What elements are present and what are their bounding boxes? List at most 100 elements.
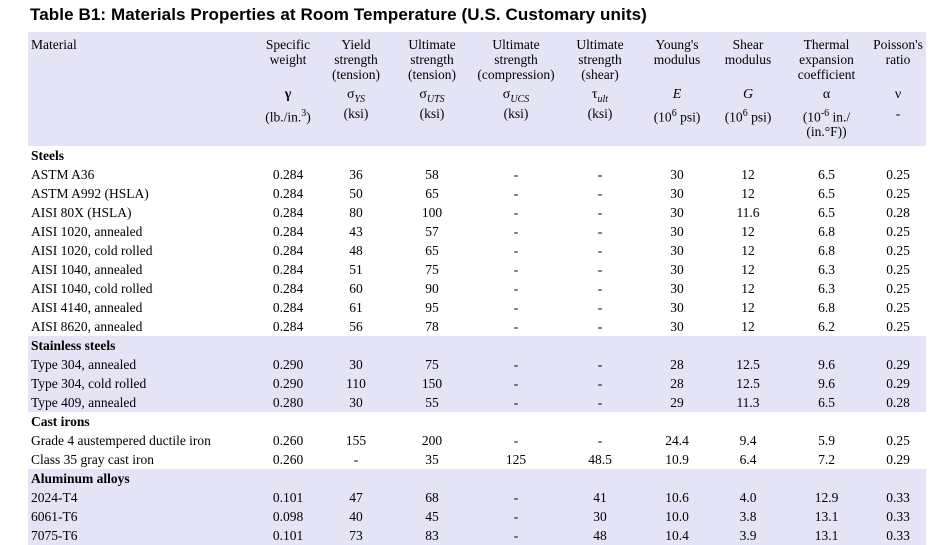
value-cell-ultimate-strength-shear: - bbox=[559, 354, 641, 374]
value-cell-ultimate-strength-tension: 100 bbox=[421, 204, 443, 220]
value-cell-ultimate-strength-compression: - bbox=[513, 166, 519, 182]
column-symbol-ultimate-strength-compression: σUCS bbox=[473, 87, 559, 107]
value-cell-poissons-ratio: 0.29 bbox=[870, 354, 926, 374]
value-cell-ultimate-strength-shear: - bbox=[597, 318, 603, 334]
material-cell: AISI 1020, cold rolled bbox=[31, 242, 153, 258]
value-cell-specific-weight: 0.284 bbox=[272, 223, 304, 239]
value-cell-specific-weight: 0.284 bbox=[272, 318, 304, 334]
column-label-yield-strength-tension: Yield strength (tension) bbox=[321, 32, 391, 87]
value-cell-specific-weight: 0.284 bbox=[272, 299, 304, 315]
value-cell-thermal-expansion-coefficient: 13.1 bbox=[783, 525, 870, 545]
column-symbol-thermal-expansion-coefficient: α bbox=[783, 87, 870, 107]
value-cell-ultimate-strength-tension: 75 bbox=[425, 261, 439, 277]
value-cell-thermal-expansion-coefficient: 6.8 bbox=[818, 242, 835, 258]
table-row: AISI 1020, annealed 0.284 43 57 - - 30 12 6.8 0.2… bbox=[28, 222, 926, 241]
table-row: AISI 80X (HSLA) 0.284 80 100 - - 30 11.6 6.5 0.28 bbox=[28, 203, 926, 222]
table-row: AISI 1040, cold rolled 0.284 60 90 - - 30 12 6.3… bbox=[28, 279, 926, 298]
value-cell-thermal-expansion-coefficient: 6.5 bbox=[818, 185, 835, 201]
value-cell-poissons-ratio: 0.25 bbox=[886, 166, 910, 182]
value-cell-ultimate-strength-shear: - bbox=[597, 166, 603, 182]
table-row: Type 304, annealed 0.290 30 75- -28 12.5 9.6 0.… bbox=[28, 354, 926, 374]
table-row: 2024-T4 0.101 47 68-41 10.6 4.0 12.9 0.33 bbox=[28, 487, 926, 507]
value-cell-poissons-ratio: 0.33 bbox=[870, 487, 926, 507]
value-cell-ultimate-strength-shear: 48 bbox=[559, 525, 641, 545]
value-cell-specific-weight: 0.290 bbox=[255, 354, 321, 374]
material-cell: Type 304, annealed bbox=[28, 354, 255, 374]
column-label-shear-modulus: Shear modulus bbox=[713, 32, 783, 87]
value-cell-yield-strength-tension: 50 bbox=[349, 185, 363, 201]
value-cell-youngs-modulus: 10.0 bbox=[641, 506, 713, 526]
column-label-ultimate-strength-tension: Ultimate strength (tension) bbox=[391, 32, 473, 87]
material-cell: AISI 4140, annealed bbox=[31, 299, 143, 315]
value-cell-specific-weight: 0.098 bbox=[255, 506, 321, 526]
value-cell-ultimate-strength-compression: - bbox=[473, 373, 559, 393]
value-cell-thermal-expansion-coefficient: 6.8 bbox=[818, 299, 835, 315]
value-cell-ultimate-strength-compression: - bbox=[513, 185, 519, 201]
value-cell-youngs-modulus: 30 bbox=[670, 299, 684, 315]
value-cell-ultimate-strength-tension: 68 bbox=[391, 487, 473, 507]
value-cell-poissons-ratio: 0.25 bbox=[886, 299, 910, 315]
value-cell-yield-strength-tension: 56 bbox=[349, 318, 363, 334]
table-row: AISI 1040, annealed 0.284 51 75 - - 30 12 6.3 0.2… bbox=[28, 260, 926, 279]
table-title: Table B1: Materials Properties at Room T… bbox=[30, 5, 647, 24]
column-symbol-material bbox=[28, 87, 255, 107]
value-cell-ultimate-strength-compression: - bbox=[473, 354, 559, 374]
material-cell: 2024-T4 bbox=[28, 487, 255, 507]
value-cell-youngs-modulus: 30 bbox=[670, 261, 684, 277]
value-cell-specific-weight: 0.284 bbox=[272, 242, 304, 258]
column-symbol-yield-strength-tension: σYS bbox=[321, 87, 391, 107]
value-cell-thermal-expansion-coefficient: 6.5 bbox=[818, 166, 835, 182]
value-cell-thermal-expansion-coefficient: 6.2 bbox=[818, 318, 835, 334]
material-cell: ASTM A992 (HSLA) bbox=[31, 185, 149, 201]
column-unit-ultimate-strength-compression: (ksi) bbox=[473, 107, 559, 146]
value-cell-thermal-expansion-coefficient: 9.6 bbox=[783, 354, 870, 374]
value-cell-yield-strength-tension: 40 bbox=[321, 506, 391, 526]
value-cell-thermal-expansion-coefficient: 6.5 bbox=[783, 392, 870, 412]
value-cell-specific-weight: 0.260 bbox=[272, 432, 304, 448]
table-row: Type 304, cold rolled 0.290 110 150- -28 12.5… bbox=[28, 373, 926, 393]
value-cell-shear-modulus: 12 bbox=[741, 261, 755, 277]
value-cell-yield-strength-tension: 61 bbox=[349, 299, 363, 315]
value-cell-yield-strength-tension: - bbox=[353, 451, 359, 467]
value-cell-specific-weight: 0.260 bbox=[272, 451, 304, 467]
value-cell-shear-modulus: 9.4 bbox=[739, 432, 757, 448]
value-cell-youngs-modulus: 28 bbox=[641, 373, 713, 393]
value-cell-shear-modulus: 12 bbox=[741, 280, 755, 296]
value-cell-thermal-expansion-coefficient: 5.9 bbox=[818, 432, 835, 448]
value-cell-poissons-ratio: 0.28 bbox=[886, 204, 910, 220]
table-body: Steels ASTM A36 0.284 36 58- -30 12 6.5 0.25 ASTM… bbox=[28, 146, 926, 545]
value-cell-ultimate-strength-tension: 35 bbox=[425, 451, 439, 467]
column-symbol-ultimate-strength-tension: σUTS bbox=[391, 87, 473, 107]
value-cell-specific-weight: 0.280 bbox=[255, 392, 321, 412]
value-cell-youngs-modulus: 30 bbox=[670, 223, 684, 239]
value-cell-youngs-modulus: 30 bbox=[670, 318, 684, 334]
material-cell: Class 35 gray cast iron bbox=[31, 451, 154, 467]
value-cell-ultimate-strength-tension: 57 bbox=[425, 223, 439, 239]
value-cell-ultimate-strength-compression: - bbox=[473, 506, 559, 526]
value-cell-ultimate-strength-shear: 41 bbox=[559, 487, 641, 507]
value-cell-ultimate-strength-compression: - bbox=[513, 280, 519, 296]
value-cell-shear-modulus: 12 bbox=[741, 185, 755, 201]
value-cell-ultimate-strength-shear: - bbox=[597, 185, 603, 201]
value-cell-ultimate-strength-shear: - bbox=[597, 299, 603, 315]
value-cell-thermal-expansion-coefficient: 7.2 bbox=[818, 451, 835, 467]
value-cell-ultimate-strength-shear: - bbox=[597, 261, 603, 277]
value-cell-poissons-ratio: 0.25 bbox=[886, 223, 910, 239]
column-unit-thermal-expansion-coefficient: (10-6 in./(in.°F)) bbox=[783, 107, 870, 146]
value-cell-specific-weight: 0.284 bbox=[272, 185, 304, 201]
value-cell-thermal-expansion-coefficient: 13.1 bbox=[783, 506, 870, 526]
column-unit-youngs-modulus: (106 psi) bbox=[641, 107, 713, 146]
value-cell-yield-strength-tension: 30 bbox=[321, 392, 391, 412]
value-cell-thermal-expansion-coefficient: 6.5 bbox=[818, 204, 835, 220]
material-cell: AISI 1040, annealed bbox=[31, 261, 143, 277]
value-cell-ultimate-strength-shear: 48.5 bbox=[588, 451, 612, 467]
value-cell-poissons-ratio: 0.33 bbox=[870, 525, 926, 545]
value-cell-specific-weight: 0.284 bbox=[272, 280, 304, 296]
value-cell-shear-modulus: 3.8 bbox=[713, 506, 783, 526]
value-cell-ultimate-strength-shear: - bbox=[559, 392, 641, 412]
value-cell-ultimate-strength-compression: 125 bbox=[505, 451, 527, 467]
value-cell-yield-strength-tension: 47 bbox=[321, 487, 391, 507]
material-cell: Grade 4 austempered ductile iron bbox=[31, 432, 211, 448]
value-cell-shear-modulus: 6.4 bbox=[739, 451, 757, 467]
